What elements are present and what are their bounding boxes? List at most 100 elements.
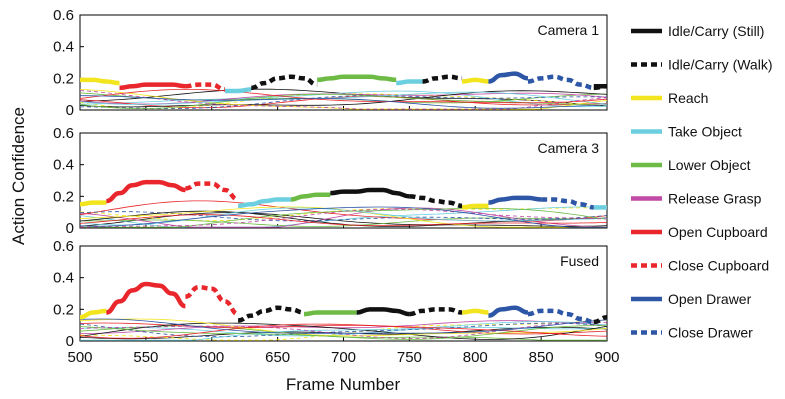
series-open-cupboard — [106, 179, 186, 204]
series-take-object — [238, 197, 291, 209]
background-curve — [80, 208, 607, 228]
panel-1: 0 0.2 0.4 0.6 Camera 1 — [53, 7, 608, 119]
background-curve — [80, 217, 607, 227]
background-curve — [80, 207, 607, 228]
series-take-object — [224, 87, 252, 94]
background-curve — [80, 318, 607, 334]
y-tick-label: 0.6 — [53, 125, 74, 142]
x-tick-label: 750 — [397, 349, 422, 366]
series-idle-carry-walk- — [237, 305, 305, 323]
background-curve — [80, 95, 607, 109]
background-curve — [80, 211, 607, 222]
legend-item: Reach — [631, 90, 708, 106]
panel-2: 0 0.2 0.4 0.6 Camera 3 — [53, 125, 608, 237]
y-tick-label: 0 — [66, 102, 74, 119]
y-tick-label: 0.2 — [53, 70, 74, 87]
series-idle-carry-walk- — [409, 307, 463, 317]
legend-label: Reach — [668, 90, 708, 106]
background-curve — [80, 206, 607, 228]
series-close-cupboard — [185, 284, 239, 317]
legend-label: Release Grasp — [668, 191, 762, 207]
series-idle-carry-walk- — [422, 74, 463, 84]
series-reach — [462, 203, 489, 210]
x-tick-label: 800 — [463, 349, 488, 366]
legend-item: Idle/Carry (Still) — [631, 23, 764, 39]
x-axis: 500 550 600 650 700 750 800 850 900 — [67, 349, 619, 366]
legend-item: Release Grasp — [631, 191, 762, 207]
panel-frame — [79, 14, 608, 111]
panel-3: 0 0.2 0.4 0.6 Fused — [53, 238, 608, 350]
y-tick-label: 0.4 — [53, 157, 74, 174]
background-curve — [80, 207, 607, 228]
background-curve — [80, 89, 607, 104]
x-tick-label: 500 — [67, 349, 92, 366]
y-tick-label: 0.2 — [53, 301, 74, 318]
panel-title: Fused — [560, 253, 599, 269]
series-take-object — [396, 79, 423, 86]
x-tick-label: 850 — [529, 349, 554, 366]
x-tick-label: 550 — [133, 349, 158, 366]
background-curve — [80, 322, 607, 340]
legend-item: Idle/Carry (Walk) — [631, 57, 773, 73]
series-reach — [80, 308, 107, 320]
series-lower-object — [317, 74, 397, 83]
y-tick-label: 0.6 — [53, 238, 74, 255]
legend-label: Open Drawer — [668, 291, 752, 307]
y-tick-label: 0.4 — [53, 39, 74, 56]
series-lower-object — [303, 310, 357, 317]
background-curve — [80, 327, 607, 337]
series-lower-object — [290, 192, 331, 202]
series-open-cupboard — [105, 281, 186, 315]
legend: Idle/Carry (Still) Idle/Carry (Walk) Reach… — [631, 23, 773, 341]
legend-item: Open Cupboard — [631, 224, 768, 240]
background-curve — [80, 325, 607, 340]
panels: 0 0.2 0.4 0.6 Camera 1 0 0.2 0.4 0.6 Camera 3 0 0.2… — [53, 7, 608, 350]
legend-item: Close Cupboard — [631, 258, 769, 274]
panel-title: Camera 3 — [538, 140, 600, 156]
x-axis-label: Frame Number — [286, 375, 401, 394]
legend-item: Open Drawer — [631, 291, 752, 307]
series-close-drawer — [527, 74, 594, 91]
x-tick-label: 600 — [199, 349, 224, 366]
series-idle-carry-still- — [356, 307, 410, 317]
background-curve — [80, 320, 607, 334]
legend-label: Close Drawer — [668, 325, 753, 341]
panel-title: Camera 1 — [538, 22, 600, 38]
series-close-drawer — [541, 197, 594, 210]
background-curve — [80, 322, 607, 339]
series-reach — [80, 200, 107, 207]
series-idle-carry-walk- — [251, 74, 318, 91]
legend-label: Lower Object — [668, 157, 751, 173]
legend-label: Idle/Carry (Walk) — [668, 57, 773, 73]
series-idle-carry-still- — [330, 187, 410, 199]
y-tick-label: 0.6 — [53, 7, 74, 24]
y-tick-label: 0 — [66, 333, 74, 350]
legend-label: Open Cupboard — [668, 224, 768, 240]
series-reach — [80, 77, 120, 86]
background-curve — [80, 321, 607, 341]
background-curve — [80, 96, 607, 109]
y-tick-label: 0 — [66, 220, 74, 237]
background-curve — [80, 214, 607, 226]
background-curve — [80, 95, 607, 109]
x-tick-label: 700 — [331, 349, 356, 366]
series-idle-carry-walk- — [409, 194, 463, 209]
series-open-drawer — [488, 305, 529, 318]
x-tick-label: 650 — [265, 349, 290, 366]
background-curve — [80, 90, 607, 108]
legend-item: Lower Object — [631, 157, 751, 173]
series-reach — [462, 308, 489, 315]
background-curve — [80, 319, 607, 341]
series-reach — [462, 77, 489, 84]
background-curve — [80, 212, 607, 227]
background-curve — [80, 323, 607, 339]
y-tick-label: 0.2 — [53, 188, 74, 205]
legend-label: Idle/Carry (Still) — [668, 23, 764, 39]
x-tick-label: 900 — [594, 349, 619, 366]
series-open-drawer — [488, 71, 529, 84]
legend-label: Close Cupboard — [668, 258, 769, 274]
series-open-drawer — [488, 195, 542, 205]
series-open-cupboard — [119, 82, 186, 91]
background-curve — [80, 89, 607, 110]
